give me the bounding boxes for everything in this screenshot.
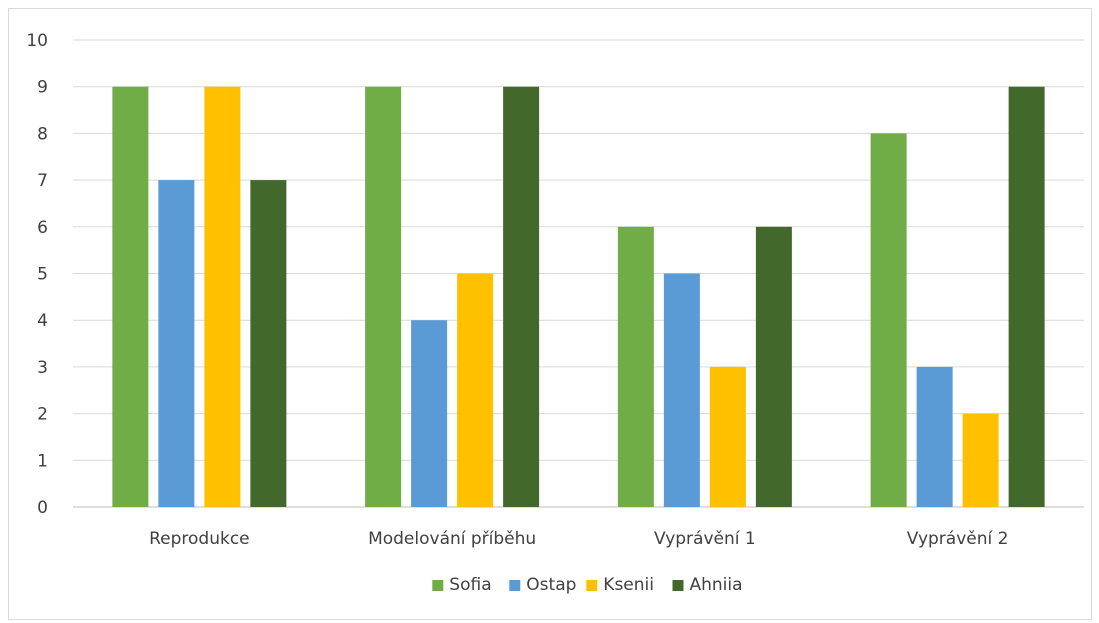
bar-ksenii-1 bbox=[204, 86, 241, 507]
legend-item-ahniia: Ahniia bbox=[672, 575, 743, 595]
legend-label: Ostap bbox=[526, 575, 576, 595]
y-tick-label: 2 bbox=[37, 405, 48, 425]
y-axis-ticks: 0 1 2 3 4 5 6 7 8 9 10 bbox=[26, 31, 48, 518]
legend-swatch bbox=[586, 580, 598, 591]
legend-item-ostap: Ostap bbox=[509, 575, 576, 595]
y-tick-label: 3 bbox=[37, 358, 48, 378]
gridlines bbox=[73, 39, 1084, 508]
x-tick-label: Vyprávění 2 bbox=[907, 529, 1009, 549]
bar-ksenii-3 bbox=[709, 366, 746, 507]
y-tick-label: 5 bbox=[37, 265, 48, 285]
bar-ahniia-1 bbox=[250, 180, 287, 507]
x-tick-label: Reprodukce bbox=[149, 529, 250, 549]
bar-ahniia-2 bbox=[503, 86, 540, 507]
legend-item-ksenii: Ksenii bbox=[586, 575, 654, 595]
legend-label: Ksenii bbox=[603, 575, 654, 595]
x-tick-label: Modelování příběhu bbox=[368, 529, 536, 549]
bar-sofia-4 bbox=[870, 133, 907, 507]
y-tick-label: 0 bbox=[37, 498, 48, 518]
legend-item-sofia: Sofia bbox=[432, 575, 492, 595]
bar-ahniia-4 bbox=[1008, 86, 1045, 507]
y-tick-label: 8 bbox=[37, 124, 48, 144]
legend-swatch bbox=[509, 580, 521, 591]
x-tick-label: Vyprávění 1 bbox=[654, 529, 756, 549]
bar-ksenii-4 bbox=[962, 413, 999, 507]
legend-swatch bbox=[672, 580, 684, 591]
y-tick-label: 9 bbox=[37, 78, 48, 98]
bar-ostap-3 bbox=[663, 273, 700, 507]
legend-label: Ahniia bbox=[690, 575, 743, 595]
y-tick-label: 4 bbox=[37, 311, 48, 331]
bar-sofia-2 bbox=[365, 86, 402, 507]
y-tick-label: 6 bbox=[37, 218, 48, 238]
legend: Sofia Ostap Ksenii Ahniia bbox=[432, 575, 743, 595]
bar-ahniia-3 bbox=[755, 226, 792, 508]
bar-ksenii-2 bbox=[457, 273, 494, 507]
bars bbox=[112, 86, 1045, 508]
bar-ostap-1 bbox=[158, 180, 195, 507]
y-tick-label: 7 bbox=[37, 171, 48, 191]
legend-label: Sofia bbox=[449, 575, 491, 595]
legend-swatch bbox=[432, 580, 444, 591]
bar-ostap-2 bbox=[411, 320, 448, 507]
bar-sofia-1 bbox=[112, 86, 149, 507]
bar-ostap-4 bbox=[916, 366, 953, 507]
x-axis-ticks: Reprodukce Modelování příběhu Vyprávění 1 V… bbox=[149, 529, 1008, 549]
bar-sofia-3 bbox=[617, 226, 654, 508]
y-tick-label: 10 bbox=[26, 31, 48, 51]
y-tick-label: 1 bbox=[37, 451, 48, 471]
